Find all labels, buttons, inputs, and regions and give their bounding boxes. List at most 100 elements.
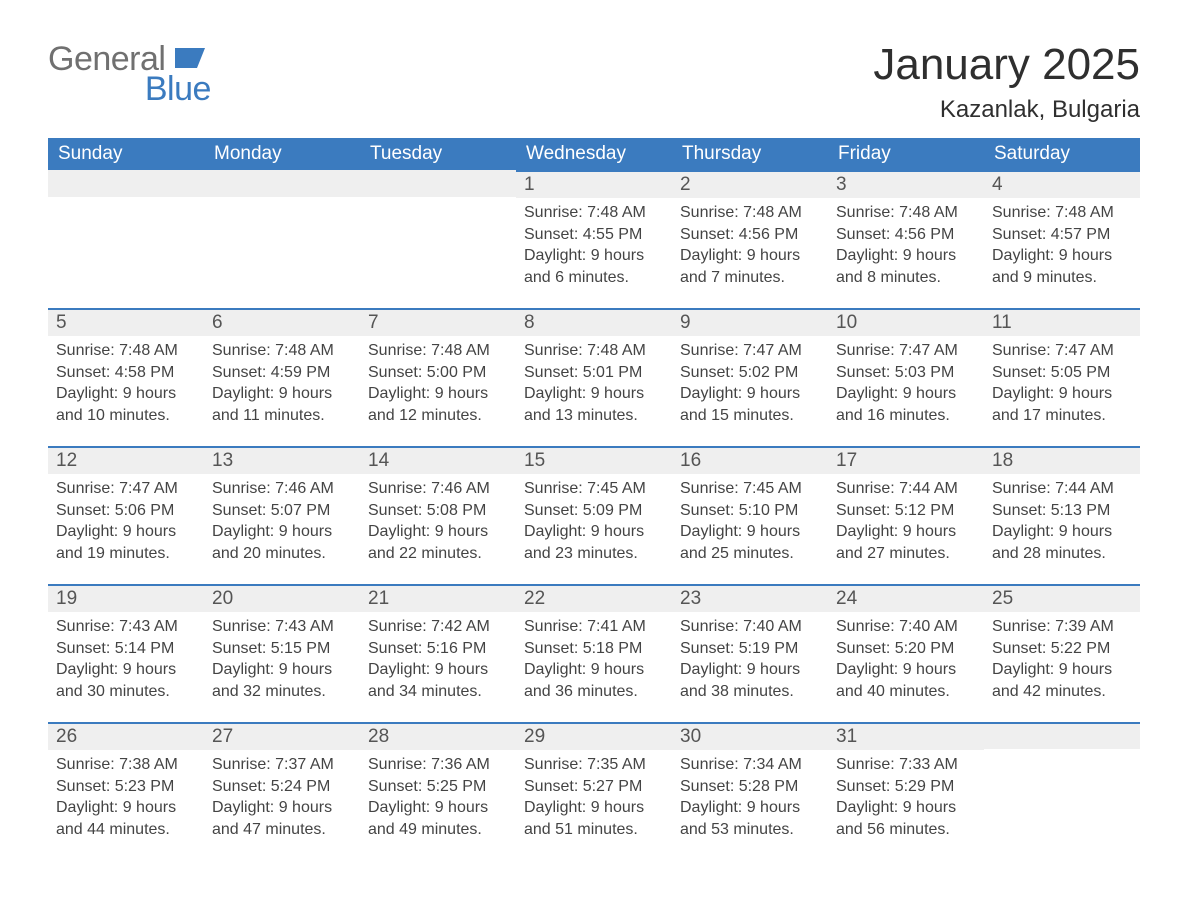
day-details: Sunrise: 7:37 AMSunset: 5:24 PMDaylight:…: [204, 750, 360, 846]
daylight-line: Daylight: 9 hours and 20 minutes.: [212, 521, 352, 564]
sunset-line: Sunset: 5:07 PM: [212, 500, 352, 522]
sunset-line: Sunset: 5:02 PM: [680, 362, 820, 384]
daylight-line: Daylight: 9 hours and 51 minutes.: [524, 797, 664, 840]
day-details: Sunrise: 7:48 AMSunset: 4:59 PMDaylight:…: [204, 336, 360, 432]
calendar-day-cell: 14Sunrise: 7:46 AMSunset: 5:08 PMDayligh…: [360, 446, 516, 584]
calendar-table: Sunday Monday Tuesday Wednesday Thursday…: [48, 138, 1140, 860]
calendar-day-cell: 17Sunrise: 7:44 AMSunset: 5:12 PMDayligh…: [828, 446, 984, 584]
day-number-bar: 26: [48, 722, 204, 750]
day-number-bar: 20: [204, 584, 360, 612]
day-number-bar: [48, 170, 204, 197]
daylight-line: Daylight: 9 hours and 10 minutes.: [56, 383, 196, 426]
calendar-body: 1Sunrise: 7:48 AMSunset: 4:55 PMDaylight…: [48, 170, 1140, 860]
calendar-day-cell: 9Sunrise: 7:47 AMSunset: 5:02 PMDaylight…: [672, 308, 828, 446]
sunrise-line: Sunrise: 7:34 AM: [680, 754, 820, 776]
sunrise-line: Sunrise: 7:35 AM: [524, 754, 664, 776]
sunset-line: Sunset: 5:01 PM: [524, 362, 664, 384]
sunrise-line: Sunrise: 7:44 AM: [836, 478, 976, 500]
calendar-week-row: 19Sunrise: 7:43 AMSunset: 5:14 PMDayligh…: [48, 584, 1140, 722]
sunrise-line: Sunrise: 7:48 AM: [524, 340, 664, 362]
day-details: Sunrise: 7:48 AMSunset: 4:57 PMDaylight:…: [984, 198, 1140, 294]
day-details: Sunrise: 7:48 AMSunset: 4:56 PMDaylight:…: [672, 198, 828, 294]
daylight-line: Daylight: 9 hours and 15 minutes.: [680, 383, 820, 426]
day-details: Sunrise: 7:42 AMSunset: 5:16 PMDaylight:…: [360, 612, 516, 708]
day-number-bar: 5: [48, 308, 204, 336]
daylight-line: Daylight: 9 hours and 30 minutes.: [56, 659, 196, 702]
daylight-line: Daylight: 9 hours and 11 minutes.: [212, 383, 352, 426]
day-number-bar: 9: [672, 308, 828, 336]
day-number-bar: 3: [828, 170, 984, 198]
sunrise-line: Sunrise: 7:36 AM: [368, 754, 508, 776]
daylight-line: Daylight: 9 hours and 34 minutes.: [368, 659, 508, 702]
day-details: Sunrise: 7:41 AMSunset: 5:18 PMDaylight:…: [516, 612, 672, 708]
calendar-day-cell: 7Sunrise: 7:48 AMSunset: 5:00 PMDaylight…: [360, 308, 516, 446]
sunrise-line: Sunrise: 7:45 AM: [680, 478, 820, 500]
location-subtitle: Kazanlak, Bulgaria: [873, 96, 1140, 124]
day-details: Sunrise: 7:34 AMSunset: 5:28 PMDaylight:…: [672, 750, 828, 846]
sunrise-line: Sunrise: 7:48 AM: [680, 202, 820, 224]
calendar-day-cell: 4Sunrise: 7:48 AMSunset: 4:57 PMDaylight…: [984, 170, 1140, 308]
calendar-day-cell: 6Sunrise: 7:48 AMSunset: 4:59 PMDaylight…: [204, 308, 360, 446]
sunrise-line: Sunrise: 7:40 AM: [680, 616, 820, 638]
daylight-line: Daylight: 9 hours and 19 minutes.: [56, 521, 196, 564]
daylight-line: Daylight: 9 hours and 28 minutes.: [992, 521, 1132, 564]
calendar-empty-cell: [204, 170, 360, 308]
calendar-day-cell: 26Sunrise: 7:38 AMSunset: 5:23 PMDayligh…: [48, 722, 204, 860]
day-details: Sunrise: 7:46 AMSunset: 5:07 PMDaylight:…: [204, 474, 360, 570]
daylight-line: Daylight: 9 hours and 38 minutes.: [680, 659, 820, 702]
sunrise-line: Sunrise: 7:40 AM: [836, 616, 976, 638]
day-details: Sunrise: 7:44 AMSunset: 5:12 PMDaylight:…: [828, 474, 984, 570]
calendar-day-cell: 18Sunrise: 7:44 AMSunset: 5:13 PMDayligh…: [984, 446, 1140, 584]
calendar-day-cell: 27Sunrise: 7:37 AMSunset: 5:24 PMDayligh…: [204, 722, 360, 860]
day-number-bar: 14: [360, 446, 516, 474]
daylight-line: Daylight: 9 hours and 42 minutes.: [992, 659, 1132, 702]
sunrise-line: Sunrise: 7:44 AM: [992, 478, 1132, 500]
day-number-bar: 17: [828, 446, 984, 474]
daylight-line: Daylight: 9 hours and 17 minutes.: [992, 383, 1132, 426]
sunrise-line: Sunrise: 7:45 AM: [524, 478, 664, 500]
day-number-bar: 10: [828, 308, 984, 336]
sunrise-line: Sunrise: 7:33 AM: [836, 754, 976, 776]
sunrise-line: Sunrise: 7:39 AM: [992, 616, 1132, 638]
sunset-line: Sunset: 4:58 PM: [56, 362, 196, 384]
day-details: Sunrise: 7:48 AMSunset: 4:56 PMDaylight:…: [828, 198, 984, 294]
sunrise-line: Sunrise: 7:37 AM: [212, 754, 352, 776]
sunrise-line: Sunrise: 7:47 AM: [992, 340, 1132, 362]
calendar-day-cell: 16Sunrise: 7:45 AMSunset: 5:10 PMDayligh…: [672, 446, 828, 584]
weekday-header: Friday: [828, 138, 984, 170]
weekday-header: Wednesday: [516, 138, 672, 170]
sunset-line: Sunset: 5:16 PM: [368, 638, 508, 660]
sunset-line: Sunset: 5:28 PM: [680, 776, 820, 798]
calendar-week-row: 1Sunrise: 7:48 AMSunset: 4:55 PMDaylight…: [48, 170, 1140, 308]
sunset-line: Sunset: 5:05 PM: [992, 362, 1132, 384]
daylight-line: Daylight: 9 hours and 27 minutes.: [836, 521, 976, 564]
calendar-day-cell: 25Sunrise: 7:39 AMSunset: 5:22 PMDayligh…: [984, 584, 1140, 722]
day-number-bar: 13: [204, 446, 360, 474]
calendar-day-cell: 29Sunrise: 7:35 AMSunset: 5:27 PMDayligh…: [516, 722, 672, 860]
day-details: Sunrise: 7:48 AMSunset: 5:01 PMDaylight:…: [516, 336, 672, 432]
sunset-line: Sunset: 4:56 PM: [836, 224, 976, 246]
day-details: Sunrise: 7:48 AMSunset: 4:58 PMDaylight:…: [48, 336, 204, 432]
sunset-line: Sunset: 5:14 PM: [56, 638, 196, 660]
sunrise-line: Sunrise: 7:38 AM: [56, 754, 196, 776]
day-number-bar: 6: [204, 308, 360, 336]
sunset-line: Sunset: 5:29 PM: [836, 776, 976, 798]
day-number-bar: 11: [984, 308, 1140, 336]
calendar-day-cell: 21Sunrise: 7:42 AMSunset: 5:16 PMDayligh…: [360, 584, 516, 722]
day-number-bar: 1: [516, 170, 672, 198]
sunset-line: Sunset: 5:10 PM: [680, 500, 820, 522]
logo-text: General Blue: [48, 40, 211, 106]
daylight-line: Daylight: 9 hours and 53 minutes.: [680, 797, 820, 840]
calendar-empty-cell: [48, 170, 204, 308]
weekday-header-row: Sunday Monday Tuesday Wednesday Thursday…: [48, 138, 1140, 170]
sunset-line: Sunset: 5:22 PM: [992, 638, 1132, 660]
day-details: Sunrise: 7:47 AMSunset: 5:03 PMDaylight:…: [828, 336, 984, 432]
daylight-line: Daylight: 9 hours and 8 minutes.: [836, 245, 976, 288]
sunrise-line: Sunrise: 7:46 AM: [212, 478, 352, 500]
day-number-bar: 23: [672, 584, 828, 612]
day-number-bar: 24: [828, 584, 984, 612]
day-details: Sunrise: 7:47 AMSunset: 5:05 PMDaylight:…: [984, 336, 1140, 432]
day-details: Sunrise: 7:45 AMSunset: 5:09 PMDaylight:…: [516, 474, 672, 570]
day-number-bar: 4: [984, 170, 1140, 198]
calendar-day-cell: 10Sunrise: 7:47 AMSunset: 5:03 PMDayligh…: [828, 308, 984, 446]
